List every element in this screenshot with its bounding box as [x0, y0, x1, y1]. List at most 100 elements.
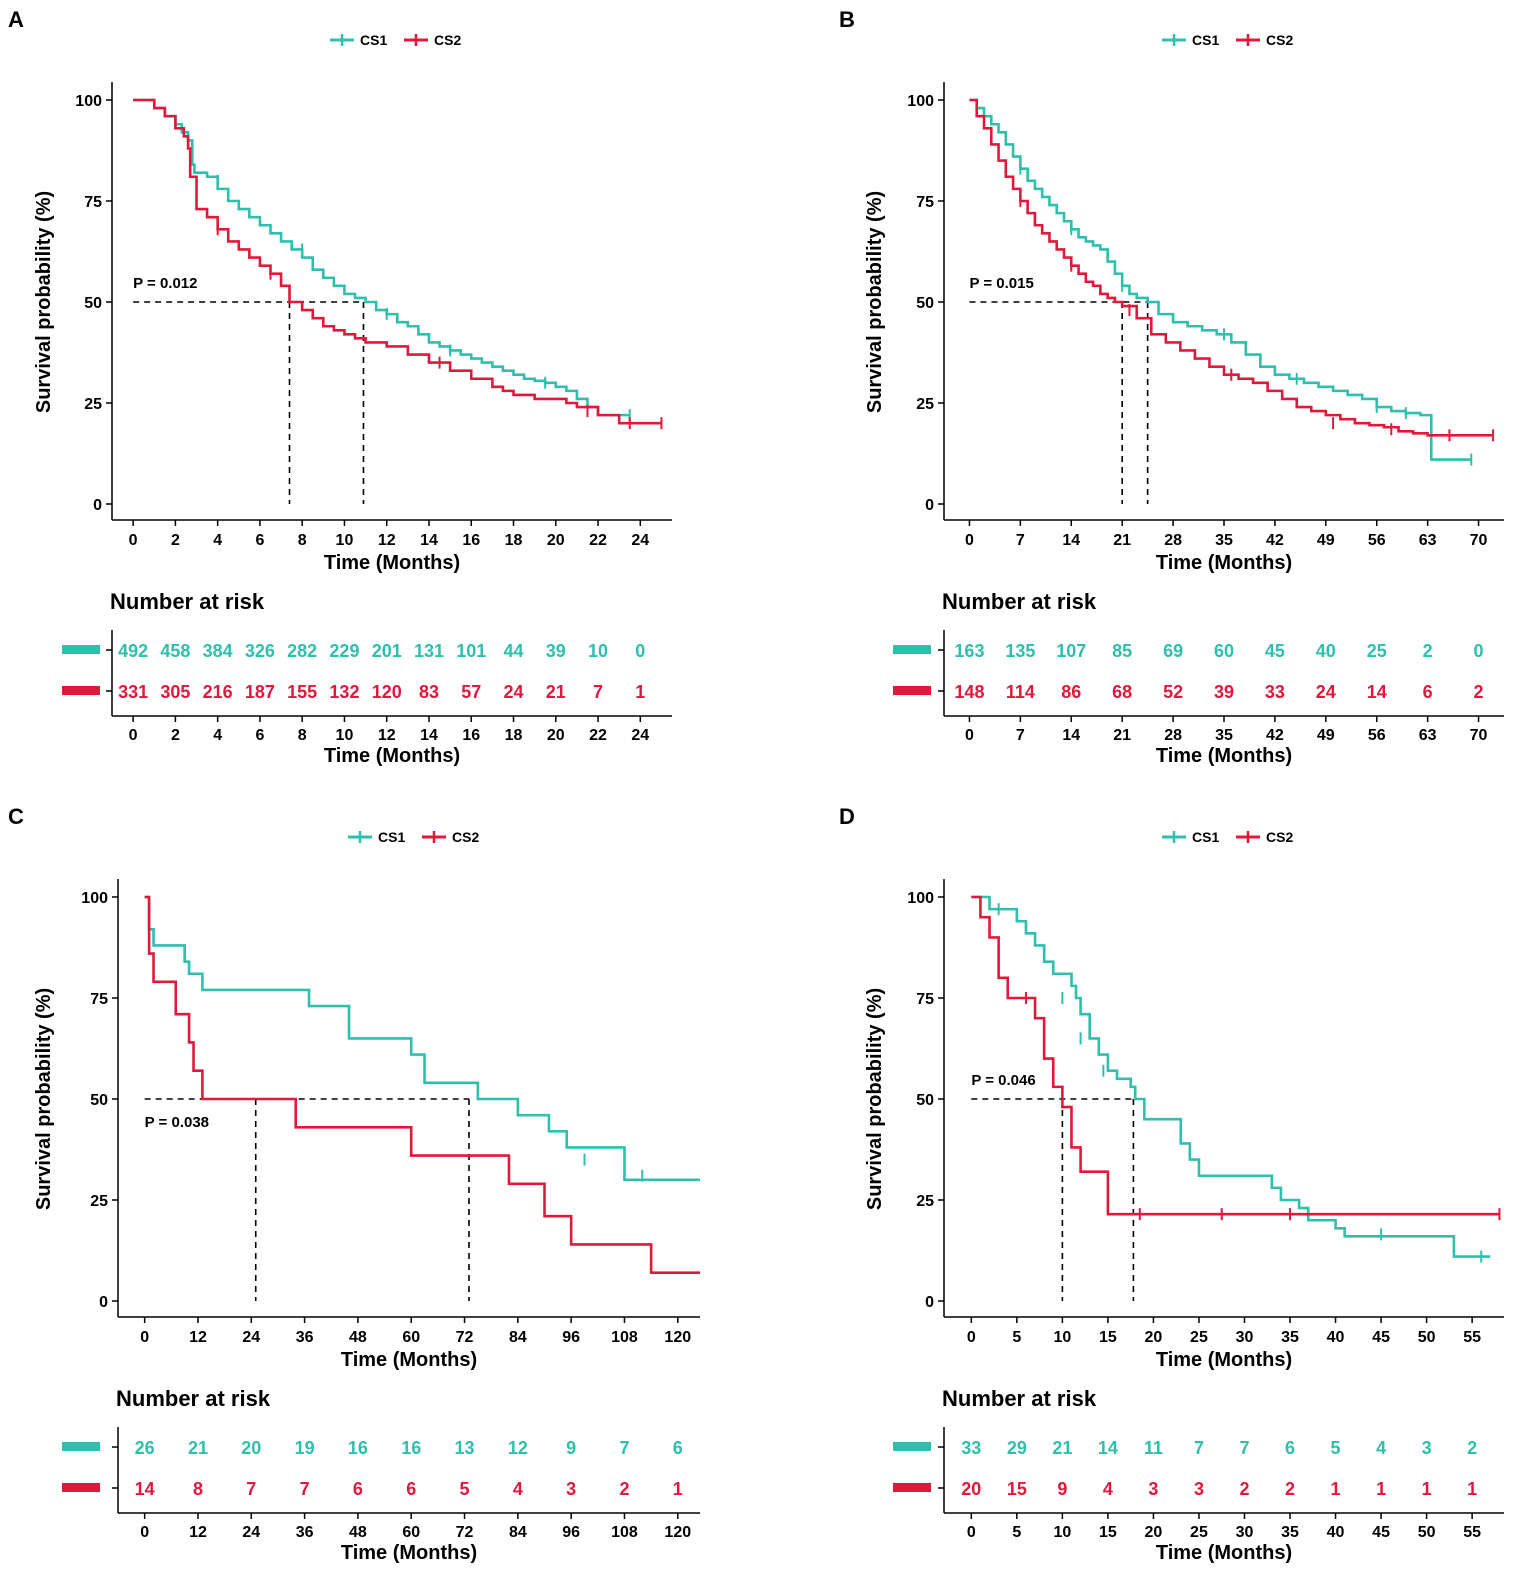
x-tick-label: 12: [378, 532, 396, 549]
x-tick-label: 24: [242, 1329, 260, 1346]
risk-count-cs2: 305: [160, 682, 190, 702]
y-tick-label: 75: [916, 991, 934, 1008]
risk-x-tick-label: 20: [1145, 1524, 1163, 1541]
risk-x-tick-label: 0: [140, 1524, 149, 1541]
risk-count-cs1: 20: [241, 1438, 261, 1458]
risk-count-cs1: 3: [1422, 1438, 1432, 1458]
x-tick-label: 72: [456, 1329, 474, 1346]
panel-label: D: [839, 804, 855, 829]
y-tick-label: 0: [925, 497, 934, 514]
risk-count-cs2: 7: [593, 682, 603, 702]
km-curve-cs2: [133, 98, 662, 425]
x-tick-label: 45: [1372, 1329, 1390, 1346]
x-tick-label: 63: [1419, 532, 1437, 549]
risk-count-cs2: 6: [353, 1479, 363, 1499]
p-value-label: P = 0.015: [969, 275, 1033, 292]
risk-count-cs1: 25: [1367, 641, 1387, 661]
y-tick-label: 0: [99, 1294, 108, 1311]
x-tick-label: 0: [129, 532, 138, 549]
risk-x-tick-label: 36: [296, 1524, 314, 1541]
risk-count-cs2: 331: [118, 682, 148, 702]
risk-table-title: Number at risk: [116, 1386, 271, 1411]
y-tick-label: 25: [916, 1193, 934, 1210]
risk-count-cs1: 458: [160, 641, 190, 661]
risk-count-cs1: 107: [1056, 641, 1086, 661]
risk-swatch-cs1: [62, 1442, 100, 1451]
legend-label-cs2: CS2: [1266, 829, 1293, 845]
y-tick-label: 50: [90, 1092, 108, 1109]
risk-count-cs1: 69: [1163, 641, 1183, 661]
risk-x-tick-label: 4: [213, 727, 222, 744]
risk-swatch-cs1: [893, 645, 931, 654]
risk-x-tick-label: 25: [1190, 1524, 1208, 1541]
risk-count-cs1: 44: [503, 641, 523, 661]
risk-count-cs1: 0: [635, 641, 645, 661]
risk-count-cs1: 40: [1316, 641, 1336, 661]
legend-label-cs1: CS1: [1192, 829, 1219, 845]
risk-count-cs2: 7: [246, 1479, 256, 1499]
risk-count-cs1: 29: [1007, 1438, 1027, 1458]
x-tick-label: 4: [213, 532, 222, 549]
legend-label-cs1: CS1: [360, 32, 387, 48]
x-tick-label: 20: [547, 532, 565, 549]
panel-label: A: [8, 7, 24, 32]
risk-count-cs1: 7: [1194, 1438, 1204, 1458]
risk-count-cs2: 4: [513, 1479, 523, 1499]
risk-swatch-cs2: [893, 1483, 931, 1492]
risk-x-tick-label: 18: [505, 727, 523, 744]
risk-count-cs2: 148: [954, 682, 984, 702]
x-tick-label: 30: [1236, 1329, 1254, 1346]
p-value-label: P = 0.038: [145, 1114, 209, 1131]
risk-count-cs2: 14: [1367, 682, 1387, 702]
x-axis-title: Time (Months): [1156, 552, 1292, 574]
x-tick-label: 35: [1281, 1329, 1299, 1346]
risk-count-cs2: 86: [1061, 682, 1081, 702]
risk-count-cs1: 4: [1376, 1438, 1386, 1458]
risk-x-axis-title: Time (Months): [341, 1542, 477, 1564]
risk-x-tick-label: 40: [1327, 1524, 1345, 1541]
risk-count-cs1: 2: [1467, 1438, 1477, 1458]
risk-x-tick-label: 20: [547, 727, 565, 744]
x-tick-label: 108: [611, 1329, 638, 1346]
panel-label: C: [8, 804, 24, 829]
risk-count-cs1: 45: [1265, 641, 1285, 661]
x-tick-label: 28: [1164, 532, 1182, 549]
risk-x-tick-label: 8: [298, 727, 307, 744]
risk-x-tick-label: 35: [1215, 727, 1233, 744]
y-tick-label: 0: [93, 497, 102, 514]
risk-count-cs2: 15: [1007, 1479, 1027, 1499]
risk-x-tick-label: 24: [242, 1524, 260, 1541]
risk-x-tick-label: 12: [378, 727, 396, 744]
risk-x-tick-label: 72: [456, 1524, 474, 1541]
risk-count-cs2: 1: [673, 1479, 683, 1499]
legend-label-cs1: CS1: [378, 829, 405, 845]
risk-x-tick-label: 0: [129, 727, 138, 744]
risk-count-cs1: 282: [287, 641, 317, 661]
x-tick-label: 12: [189, 1329, 207, 1346]
risk-x-tick-label: 49: [1317, 727, 1335, 744]
risk-count-cs2: 6: [406, 1479, 416, 1499]
x-tick-label: 18: [505, 532, 523, 549]
risk-x-tick-label: 45: [1372, 1524, 1390, 1541]
risk-count-cs1: 6: [673, 1438, 683, 1458]
risk-count-cs2: 1: [1376, 1479, 1386, 1499]
risk-count-cs1: 21: [1052, 1438, 1072, 1458]
risk-x-axis-title: Time (Months): [1156, 745, 1292, 767]
risk-x-axis-title: Time (Months): [1156, 1542, 1292, 1564]
risk-x-tick-label: 35: [1281, 1524, 1299, 1541]
risk-count-cs1: 19: [295, 1438, 315, 1458]
risk-count-cs1: 7: [1239, 1438, 1249, 1458]
km-curve-cs2: [971, 895, 1500, 1216]
legend: CS1 CS2: [1162, 32, 1293, 48]
risk-x-tick-label: 6: [255, 727, 264, 744]
x-tick-label: 60: [402, 1329, 420, 1346]
risk-count-cs2: 2: [1239, 1479, 1249, 1499]
risk-count-cs2: 1: [1331, 1479, 1341, 1499]
x-tick-label: 7: [1016, 532, 1025, 549]
risk-count-cs2: 8: [193, 1479, 203, 1499]
risk-x-tick-label: 14: [1062, 727, 1080, 744]
risk-x-tick-label: 24: [631, 727, 649, 744]
